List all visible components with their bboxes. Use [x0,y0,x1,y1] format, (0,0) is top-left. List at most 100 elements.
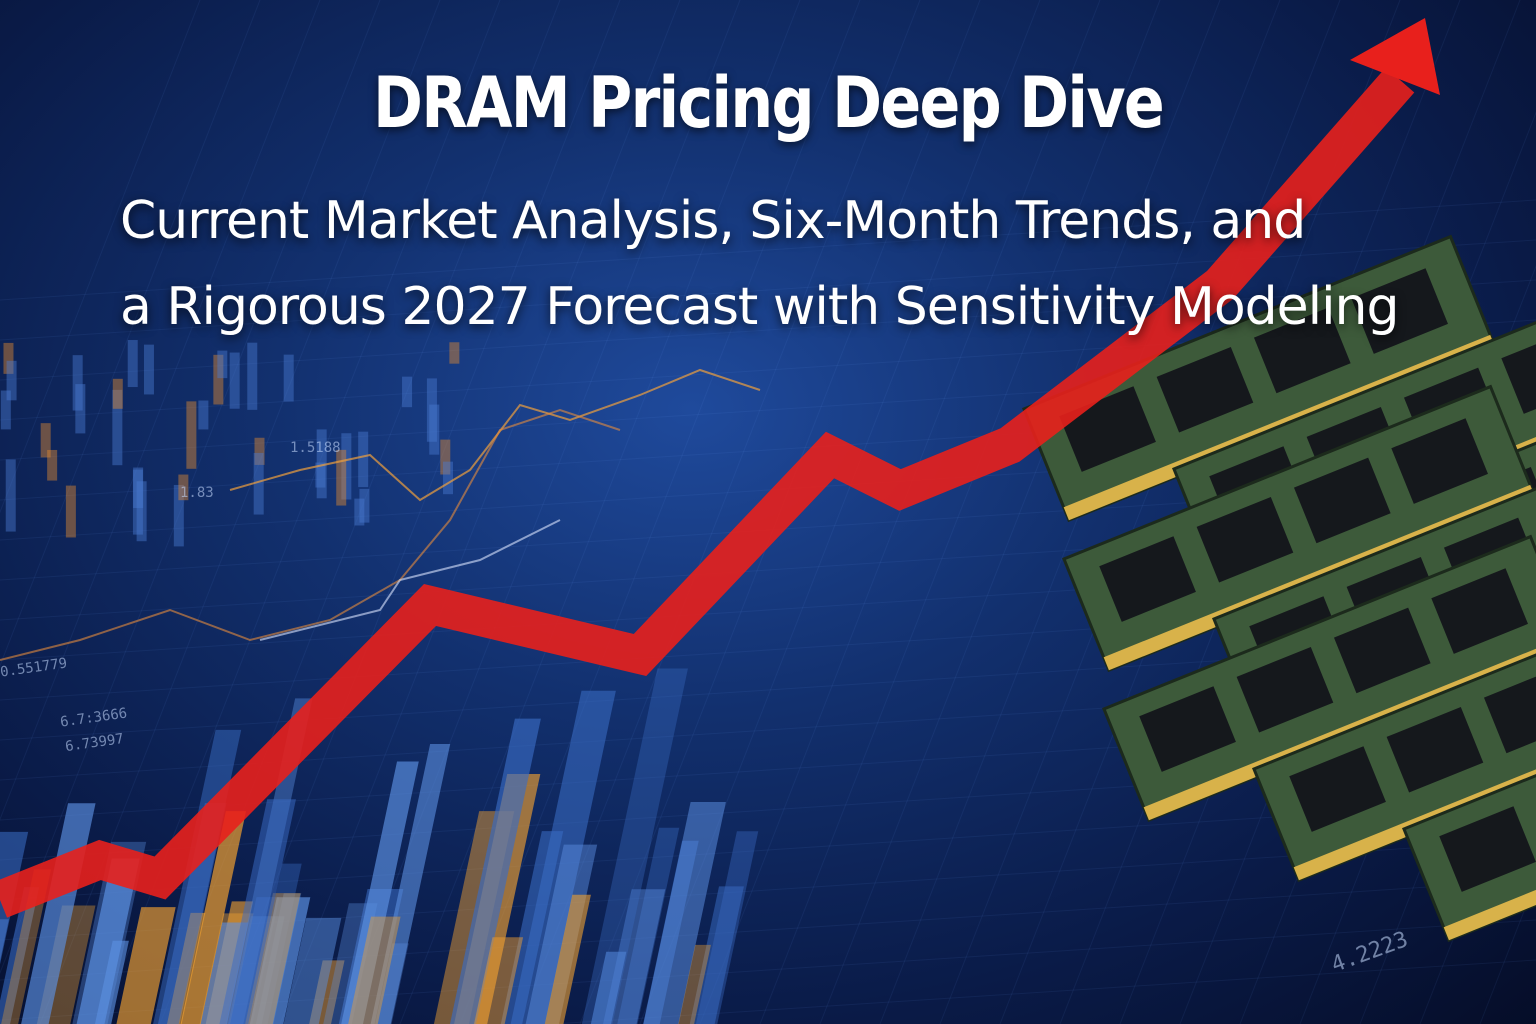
chart-bar [359,488,370,523]
grid-line [759,0,1161,1024]
subtitle: Current Market Analysis, Six-Month Trend… [120,178,1480,350]
line-series [229,368,761,502]
chart-bar [229,352,240,409]
chart-bar [283,917,342,1024]
chart-bar [603,889,666,1024]
grid-line [219,0,621,1024]
chart-bar [695,831,759,1024]
chart-bar [217,350,228,379]
chart-bar [1,869,52,1024]
chart-bar [133,467,144,508]
grid-line [399,0,801,1024]
chart-bar [581,668,688,1024]
chart-bar [0,390,11,430]
grid-line [699,0,1101,1024]
chart-bar [173,484,184,547]
subtitle-line-1: Current Market Analysis, Six-Month Trend… [120,191,1306,251]
grid-line [459,0,861,1024]
chart-bar [358,431,369,488]
chart-bar [440,439,451,475]
chart-bar [254,437,265,465]
grid-line [0,0,381,975]
grid-line [0,239,1536,341]
chart-bar [143,344,154,395]
grid-line [939,0,1341,1024]
chart-bar [136,481,147,542]
chart-bar [643,802,726,1024]
trend-arrow-up-icon [0,67,1415,918]
chart-bar [449,342,460,364]
chart-bar [186,401,197,469]
ram-module-icon [1402,654,1536,943]
grid-line [545,959,1536,1024]
chart-bar [76,858,140,1024]
grid-line [0,0,321,821]
chart-bar [198,400,209,430]
chart-bar [247,342,258,410]
chart-bar [112,389,123,466]
chart-bar [0,887,40,1024]
grid-line [819,0,1221,1024]
chart-bar [500,831,564,1024]
chart-bar [544,894,591,1024]
chart-bar [112,378,123,409]
grid-line [0,0,261,667]
chart-bar [253,452,264,515]
chart-bar [348,916,401,1024]
chart-bar [127,340,138,388]
chart-bar [354,498,365,526]
line-series [0,408,621,661]
chart-bar [309,960,345,1024]
chart-bar [429,404,440,455]
chart-bar [590,951,627,1024]
chart-bar [316,429,327,499]
chart-bar [443,461,454,495]
background-label: 1.83 [180,485,214,501]
chart-bar [323,903,378,1024]
chart-bar [370,744,451,1024]
chart-bar [178,474,189,501]
chart-bar [426,378,437,442]
chart-bar [94,940,129,1024]
page-title: DRAM Pricing Deep Dive [373,62,1165,144]
chart-bar [47,449,58,481]
chart-bar [449,718,541,1024]
chart-bar [5,459,16,532]
arrow-head-icon [1350,18,1440,95]
chart-bar [132,469,143,535]
chart-bar [336,449,347,506]
chart-bar [525,844,598,1024]
chart-bar [245,893,301,1024]
background-label: 1.5188 [290,440,341,456]
line-series [259,519,561,641]
chart-bar [219,799,296,1024]
chart-bar [3,342,14,374]
chart-bar [402,376,413,408]
grid-line [0,0,201,514]
chart-bar [283,354,294,402]
grid-line [519,0,921,1024]
chart-bar [6,360,17,401]
chart-bar [213,354,224,405]
chart-bar [72,355,83,411]
chart-bar [40,423,51,458]
chart-bar [75,384,86,434]
subtitle-line-2: a Rigorous 2027 Forecast with Sensitivit… [120,277,1400,337]
chart-bar [341,433,352,500]
chart-bar [678,944,711,1024]
chart-bar [249,897,311,1024]
chart-bar [180,811,247,1024]
chart-bar [65,485,76,538]
chart-bar [116,907,176,1024]
chart-bar [315,462,326,488]
chart-bar [341,761,419,1024]
grid-line [339,0,741,1024]
chart-bar [474,937,524,1024]
chart-bar [617,827,680,1024]
grid-line [0,279,1536,381]
chart-bar [689,886,744,1024]
grid-line [279,0,681,1024]
chart-bar [167,912,206,1024]
